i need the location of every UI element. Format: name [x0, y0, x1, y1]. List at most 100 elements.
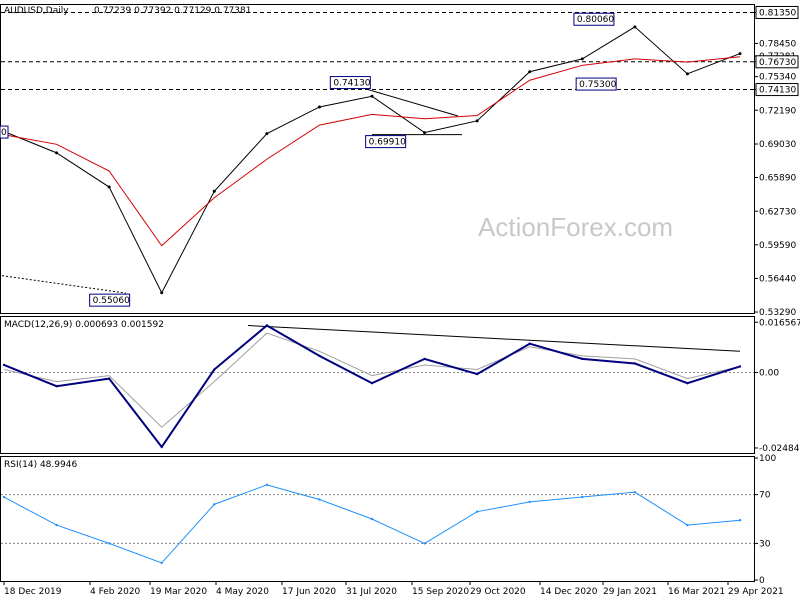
macd-ytick-label: 0.016567 — [759, 318, 800, 328]
annotation-box — [365, 135, 407, 149]
macd-point — [370, 381, 374, 385]
watermark: ActionForex.com — [478, 212, 673, 242]
price-ytick-label: 0.81350 — [759, 8, 796, 18]
xtick-label: 29 Oct 2020 — [470, 587, 526, 597]
macd-point — [265, 324, 269, 327]
rsi-point — [213, 503, 216, 506]
xtick-label: 31 Jul 2020 — [346, 587, 397, 597]
edge-annotation-box — [0, 125, 9, 139]
annotation-label: 0.69910 — [369, 138, 406, 148]
moving-average-line — [3, 56, 741, 247]
annotation-box — [329, 76, 371, 90]
price-point — [107, 185, 111, 189]
xtick-label: 18 Dec 2019 — [4, 587, 62, 597]
rsi-point — [686, 523, 689, 527]
rsi-point — [107, 542, 111, 545]
price-ohlc: 0.77239 0.77392 0.77129 0.77381 — [94, 6, 251, 16]
rsi-point — [528, 500, 531, 504]
macd-point — [475, 372, 479, 376]
xtick-label: 15 Sep 2020 — [412, 587, 469, 597]
macd-signal-line — [3, 332, 741, 428]
price-point — [633, 25, 637, 29]
price-level-box — [755, 5, 799, 19]
macd-point — [213, 368, 216, 371]
macd-point — [55, 385, 58, 388]
price-ytick-label: 0.76730 — [759, 58, 796, 68]
macd-point — [528, 342, 531, 345]
edge-annotation-label: 0 — [1, 128, 7, 138]
price-point — [580, 57, 584, 61]
rsi-point — [738, 519, 742, 522]
price-ytick-label: 0.69030 — [759, 140, 796, 150]
upper-triangle-line — [367, 89, 459, 117]
rsi-ytick-label: 0 — [759, 576, 765, 586]
annotation-label: 0.80060 — [577, 15, 614, 25]
price-panel-frame — [0, 4, 755, 314]
annotation-box — [573, 12, 615, 26]
price-point — [212, 189, 216, 193]
price-point — [738, 52, 742, 56]
price-title: AUDUSD,Daily — [4, 6, 69, 16]
macd-point — [160, 445, 163, 449]
macd-point — [633, 362, 637, 365]
price-point — [160, 291, 164, 295]
rsi-point — [581, 495, 584, 499]
rsi-point — [633, 490, 637, 494]
xtick-label: 29 Jan 2021 — [603, 587, 657, 597]
xtick-label: 17 Jun 2020 — [282, 587, 336, 597]
macd-point — [686, 381, 689, 385]
price-level-box — [755, 83, 799, 97]
dotted-trend-line — [1, 275, 127, 294]
rsi-ytick-label: 70 — [759, 491, 771, 501]
rsi-point — [423, 542, 426, 545]
xtick-label: 19 Mar 2020 — [150, 587, 207, 597]
xtick-label: 29 Apr 2021 — [728, 587, 784, 597]
price-ytick-label: 0.74130 — [759, 86, 796, 96]
price-point — [423, 131, 427, 135]
xtick-label: 4 Feb 2020 — [90, 587, 141, 597]
price-point — [475, 119, 479, 123]
annotation-label: 0.55060 — [93, 296, 130, 306]
rsi-point — [370, 517, 374, 521]
macd-panel-frame — [0, 316, 755, 454]
price-ytick-label: 0.59590 — [759, 241, 796, 251]
rsi-ytick-label: 30 — [759, 539, 771, 549]
price-point — [317, 105, 321, 109]
macd-point — [738, 365, 742, 368]
price-ytick-label: 0.72190 — [759, 106, 796, 116]
rsi-ytick-label: 100 — [759, 454, 776, 464]
macd-ytick-label: -0.02484 — [759, 444, 800, 454]
annotation-box — [575, 77, 617, 91]
price-point — [55, 151, 59, 155]
macd-point — [107, 377, 111, 380]
macd-title: MACD(12,26,9) 0.000693 0.001592 — [4, 320, 164, 330]
price-point — [265, 132, 269, 136]
rsi-point — [265, 483, 269, 487]
price-ytick-label: 0.56440 — [759, 274, 796, 284]
price-point — [370, 94, 374, 98]
rsi-point — [55, 523, 58, 527]
macd-ytick-label: 0.00 — [759, 369, 779, 379]
price-ytick-label: 0.65890 — [759, 174, 796, 184]
annotation-label: 0.74130 — [333, 79, 370, 89]
annotation-label: 0.75300 — [579, 80, 616, 90]
price-point — [685, 72, 689, 76]
price-ytick-label: 0.62730 — [759, 207, 796, 217]
macd-trend-line — [247, 325, 741, 352]
xtick-label: 14 Dec 2020 — [540, 587, 598, 597]
price-ytick-label: 0.75340 — [759, 73, 796, 83]
rsi-panel-frame — [0, 456, 755, 582]
macd-point — [318, 354, 321, 358]
rsi-point — [160, 561, 163, 565]
rsi-title: RSI(14) 48.9946 — [4, 460, 77, 470]
macd-point — [423, 357, 426, 361]
macd-point — [581, 357, 584, 361]
xtick-label: 4 May 2020 — [216, 587, 269, 597]
annotation-box — [89, 293, 131, 307]
price-ytick-label: 0.53290 — [759, 308, 796, 318]
price-level-box — [755, 55, 799, 69]
macd-point — [2, 363, 6, 367]
rsi-point — [318, 498, 321, 501]
